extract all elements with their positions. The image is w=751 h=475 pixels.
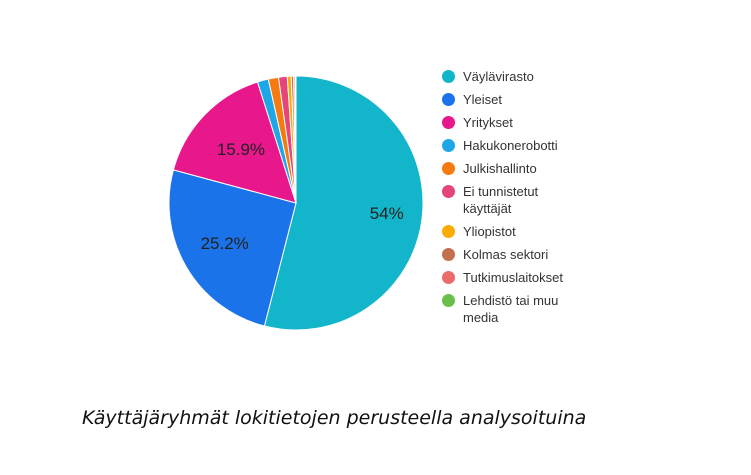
legend-item-hakukonerobotti: Hakukonerobotti [442, 137, 662, 154]
pie-chart: 54% 25.2% 15.9% Väylävirasto Yleiset Yrity… [168, 68, 662, 332]
legend-item-lehdisto: Lehdistö tai muu media [442, 292, 662, 326]
legend-label: Julkishallinto [463, 161, 537, 176]
legend-label: Kolmas sektori [463, 247, 549, 262]
pie-slice-1 [168, 169, 297, 327]
legend-item-julkishallinto: Julkishallinto [442, 160, 662, 177]
slice-data-label-0: 54% [370, 204, 404, 223]
legend-item-kolmas-sektori: Kolmas sektori [442, 246, 662, 263]
legend-label: Yritykset [463, 115, 513, 130]
slice-data-label-2: 15.9% [217, 140, 265, 159]
legend-swatch [442, 185, 455, 198]
legend-swatch [442, 70, 455, 83]
legend-item-tutkimuslaitokset: Tutkimuslaitokset [442, 269, 662, 286]
legend-item-ei-tunnistetut: Ei tunnistetut käyttäjät [442, 183, 662, 217]
legend-label: Väylävirasto [463, 69, 534, 84]
legend-swatch [442, 139, 455, 152]
legend-label: Yliopistot [463, 224, 516, 239]
legend-swatch [442, 294, 455, 307]
legend-label: Yleiset [463, 92, 503, 107]
figure-caption: Käyttäjäryhmät lokitietojen perusteella … [82, 407, 587, 429]
pie-chart-svg: 54% 25.2% 15.9% [168, 75, 424, 331]
legend-swatch [442, 248, 455, 261]
legend-item-vaylavirasto: Väylävirasto [442, 68, 662, 85]
legend-label: Tutkimuslaitokset [463, 270, 563, 285]
legend-swatch [442, 225, 455, 238]
pie-slice-0 [263, 75, 424, 331]
legend-item-yleiset: Yleiset [442, 91, 662, 108]
pie-slice-9 [294, 75, 297, 204]
legend-label: Ei tunnistetut käyttäjät [463, 184, 539, 216]
pie-slice-2 [172, 81, 297, 204]
legend-swatch [442, 116, 455, 129]
legend-item-yliopistot: Yliopistot [442, 223, 662, 240]
legend-item-yritykset: Yritykset [442, 114, 662, 131]
legend-label: Lehdistö tai muu media [463, 293, 559, 325]
chart-legend: Väylävirasto Yleiset Yritykset Hakukoner… [442, 68, 662, 332]
legend-swatch [442, 162, 455, 175]
slice-data-label-1: 25.2% [201, 234, 249, 253]
legend-swatch [442, 93, 455, 106]
legend-label: Hakukonerobotti [463, 138, 558, 153]
legend-swatch [442, 271, 455, 284]
